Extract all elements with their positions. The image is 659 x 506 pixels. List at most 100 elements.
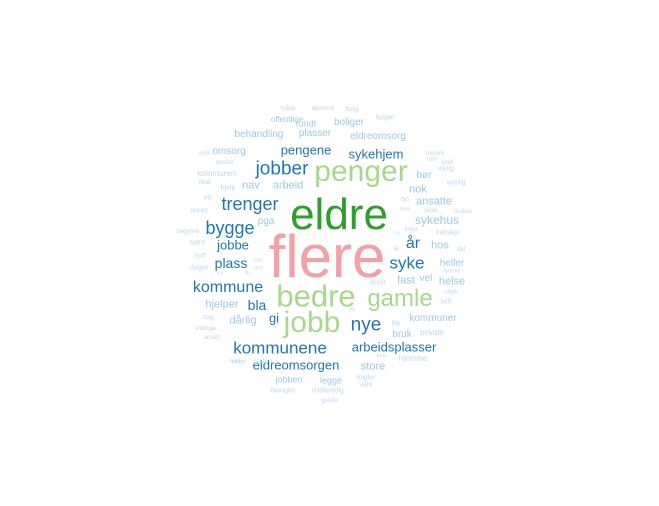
word-arbeid: arbeid bbox=[272, 179, 304, 192]
word-eldreomsorgen: eldreomsorgen bbox=[252, 357, 340, 373]
word-kommuner: kommuner bbox=[409, 313, 457, 324]
word-staten: staten bbox=[253, 358, 273, 366]
word-boliger: boliger bbox=[333, 117, 365, 128]
word-omsorg: omsorg bbox=[212, 146, 246, 157]
word-lily: lily bbox=[245, 270, 251, 277]
word-kommunene: kommunene bbox=[233, 338, 327, 358]
word-hjemme: hjemme bbox=[398, 354, 428, 363]
word-dager: dager bbox=[190, 264, 208, 272]
word-mangler: mangler bbox=[270, 387, 296, 395]
word-arbeidsplasser: arbeidsplasser bbox=[351, 339, 437, 355]
word-okonomi: økonomi bbox=[311, 106, 335, 112]
word-hos: hos bbox=[431, 239, 449, 252]
word-eldre: eldre bbox=[290, 190, 388, 239]
word-sted: sted bbox=[253, 265, 263, 272]
word-annet: annet bbox=[190, 207, 208, 215]
word-bygget: bygget bbox=[375, 115, 395, 121]
word-m: m bbox=[349, 306, 355, 314]
word-rad: råd bbox=[456, 247, 466, 253]
word-timer: timer bbox=[404, 227, 418, 233]
word-trenger: trenger bbox=[221, 194, 279, 214]
word-legge: legge bbox=[319, 375, 343, 386]
word-kommunen: kommunen bbox=[197, 169, 237, 178]
word-bruk: bruk bbox=[392, 329, 412, 340]
word-heller: heller bbox=[439, 258, 465, 269]
word-syke: syke bbox=[389, 253, 425, 273]
word-idag: idag bbox=[202, 315, 214, 321]
word-rom: rom bbox=[426, 157, 438, 163]
word-etc: etc bbox=[203, 194, 213, 202]
word-eldreomsorg: eldreomsorg bbox=[350, 131, 406, 142]
word-foreldre: foreldre bbox=[443, 268, 461, 275]
word-bygge: bygge bbox=[205, 218, 255, 238]
word-veier: veier bbox=[231, 358, 247, 366]
word-bor: bør bbox=[416, 170, 432, 181]
word-fast: fast bbox=[397, 274, 415, 287]
word-jobbe: jobbe bbox=[217, 237, 249, 253]
word-store: store bbox=[360, 360, 386, 373]
word-plasser: plasser bbox=[298, 128, 332, 139]
word-unge: unge bbox=[444, 289, 458, 295]
word-matte: måtte bbox=[280, 106, 296, 112]
word-brukt: brukt bbox=[370, 279, 386, 287]
word-ansatte: ansatte bbox=[415, 195, 453, 208]
word-ferre: ferre bbox=[376, 353, 388, 360]
word-ar: år bbox=[405, 235, 421, 252]
word-helse: helse bbox=[438, 275, 466, 288]
word-migler: migler bbox=[356, 374, 376, 382]
word-kanskje: kanskje bbox=[436, 229, 460, 237]
word-lite: lite bbox=[391, 320, 401, 328]
word-gi: gi bbox=[268, 310, 280, 326]
word-mere: mere bbox=[229, 358, 241, 365]
word-sykehus: sykehus bbox=[414, 213, 460, 227]
word-nye: nye bbox=[350, 314, 382, 336]
word-sma: små bbox=[441, 160, 453, 166]
word-jobber: jobber bbox=[255, 158, 309, 180]
word-private: private bbox=[419, 328, 445, 337]
word-vel: vel bbox=[419, 273, 433, 284]
word-kommune: kommune bbox=[192, 279, 264, 296]
word-bolig: bolig bbox=[345, 107, 359, 113]
word-osv: osv bbox=[253, 258, 263, 264]
word-viktig: viktig bbox=[438, 165, 454, 173]
word-sikre: sikre bbox=[399, 206, 411, 213]
word-stillinger: stillinger bbox=[194, 326, 218, 332]
word-onsker: ønsker bbox=[215, 160, 235, 166]
word-brukes: brukes bbox=[453, 209, 473, 215]
word-nytt: nytt bbox=[194, 252, 206, 260]
word-tiltak: tiltak bbox=[198, 180, 212, 186]
word-hjelp: hjelp bbox=[220, 184, 236, 192]
word-behandling: behandling bbox=[234, 129, 284, 140]
word-hjelper: hjelper bbox=[205, 298, 239, 311]
word-darlig: dårlig bbox=[229, 314, 257, 327]
word-pga: pga bbox=[257, 216, 275, 227]
word-sett: sett bbox=[440, 298, 452, 306]
word-pengene: pengene bbox=[280, 142, 332, 158]
word-ogsa: også bbox=[198, 150, 210, 157]
word-samt: samt bbox=[189, 239, 205, 247]
word-ute: ute bbox=[216, 270, 224, 277]
word-begynne: begynne bbox=[176, 229, 200, 235]
word-ca: ca bbox=[394, 230, 400, 237]
word-la: la bbox=[393, 245, 399, 253]
word-midlertidig: midlertidig bbox=[312, 387, 344, 395]
word-jobben: jobben bbox=[275, 374, 303, 385]
word-jobb: jobb bbox=[283, 306, 341, 339]
word-bla: bla bbox=[247, 297, 267, 313]
word-penger: penger bbox=[314, 155, 408, 188]
word-nav: nav bbox=[242, 179, 260, 192]
word-offentlige: offentlige bbox=[270, 115, 304, 124]
word-nok: nok bbox=[409, 183, 427, 196]
word-sykehjem: sykehjem bbox=[348, 146, 404, 162]
word-bo: bo bbox=[401, 196, 409, 204]
word-ansatt: ansatt bbox=[203, 335, 221, 341]
word-rundt: rundt bbox=[295, 118, 317, 129]
word-verdig: verdig bbox=[446, 179, 466, 187]
word-vare: våre bbox=[359, 381, 373, 389]
word-gamle: gamle bbox=[367, 285, 433, 312]
word-flere: flere bbox=[268, 223, 386, 290]
word-skole: skole bbox=[423, 208, 439, 214]
word-bedre: bedre bbox=[276, 278, 356, 314]
word-gjelder: gjelder bbox=[320, 398, 340, 404]
